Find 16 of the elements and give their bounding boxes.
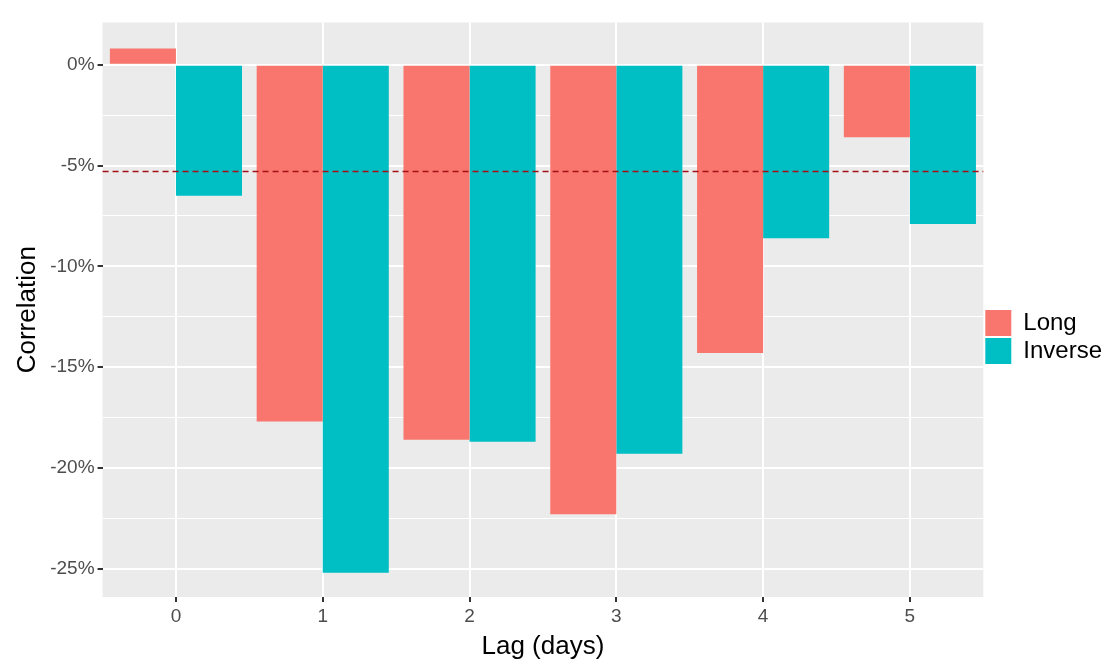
x-tick-label: 4 bbox=[757, 604, 769, 626]
y-tick-label: 0% bbox=[67, 52, 95, 74]
x-tick-label: 0 bbox=[170, 604, 182, 626]
x-tick-label: 2 bbox=[464, 604, 475, 626]
legend-label: Inverse bbox=[1023, 335, 1102, 363]
x-tick-label: 5 bbox=[904, 604, 916, 626]
x-tick-label: 3 bbox=[611, 604, 622, 626]
y-tick-label: -20% bbox=[50, 456, 95, 478]
x-tick-label: 1 bbox=[317, 604, 329, 626]
y-axis-title: Correlation bbox=[10, 246, 41, 374]
y-tick-label: -25% bbox=[50, 557, 95, 579]
legend-label: Long bbox=[1023, 307, 1077, 335]
x-axis-title: Lag (days) bbox=[481, 629, 605, 660]
y-tick-label: -15% bbox=[50, 355, 95, 377]
y-tick-label: -5% bbox=[60, 153, 95, 175]
y-tick-label: -10% bbox=[50, 254, 95, 276]
